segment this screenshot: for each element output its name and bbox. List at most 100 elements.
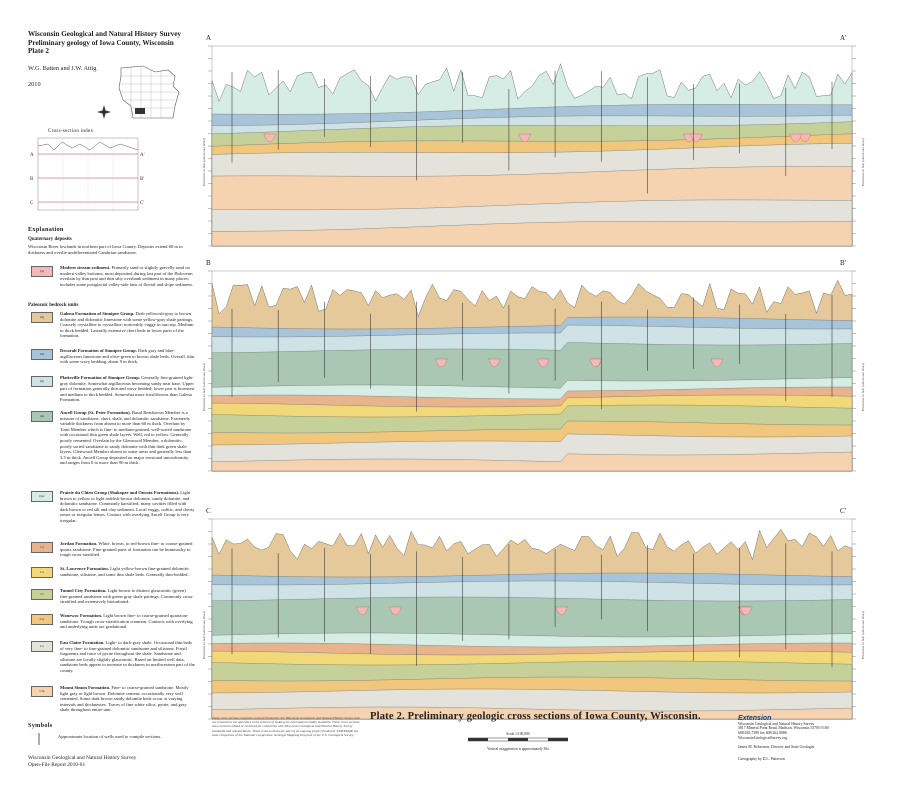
unit-description: Eau Claire Formation. Light- to dark-gra…: [60, 640, 195, 674]
section-label-left: C: [206, 507, 211, 515]
plate-number: Plate 2: [28, 47, 49, 56]
wgnhs-phone: 608/263.7389 fax 608/262.8086: [738, 731, 787, 736]
cartography-credit: Cartography by D.L. Patterson: [738, 757, 785, 761]
section-label-left: B: [206, 259, 211, 267]
cross-section-diagram: Elevation in feet (above sea level) Eleva…: [202, 270, 865, 472]
cross-section-diagram: Elevation in feet (above sea level) Eleva…: [202, 518, 865, 720]
authors: W.G. Batten and J.W. Attig: [28, 64, 97, 72]
year: 2010: [28, 80, 41, 88]
unit-description: Ancell Group (St. Peter Formation). Basa…: [60, 410, 195, 466]
unit-swatch: Ce: [31, 641, 53, 652]
elevation-axis-label-right: Elevation in feet (above sea level): [861, 137, 865, 186]
ofr-line-2: Open-File Report 2010-01: [28, 762, 86, 768]
cross-section-b: B B' Elevation in feet (above sea level) El…: [200, 259, 900, 480]
plate-title: Plate 2. Preliminary geologic cross sect…: [370, 711, 701, 722]
quaternary-heading: Quaternary deposits: [28, 237, 72, 242]
unit-name: Galena Formation of Sinnipee Group.: [60, 311, 135, 316]
unit-name: Wonewoc Formation.: [60, 613, 103, 618]
elevation-axis-label: Elevation in feet (above sea level): [202, 362, 206, 411]
wgnhs-address: 3817 Mineral Point Road, Madison, Wiscon…: [738, 726, 829, 731]
explanation-heading: Explanation: [28, 226, 64, 233]
wgnhs-director: James M. Robertson, Director and State G…: [738, 744, 815, 749]
index-label-b-prime: B': [140, 177, 144, 182]
extension-logo: Extension: [738, 715, 772, 722]
index-label-b: B: [30, 177, 34, 182]
unit-swatch: Cw: [31, 614, 53, 625]
map-title: Preliminary geology of Iowa County, Wisc…: [28, 38, 174, 47]
well-symbol-icon: [38, 733, 40, 745]
unit-text: Light- to dark-gray shale. Occasional th…: [60, 640, 195, 673]
ofr-line-1: Wisconsin Geological and Natural History…: [28, 755, 137, 761]
symbols-block: Symbols Approximate location of wells us…: [28, 722, 193, 745]
unit-description: Decorah Formation of Sinnipee Group. Dar…: [60, 348, 195, 365]
unit-name: Mount Simon Formation.: [60, 685, 111, 690]
unit-swatch: Og: [31, 312, 53, 323]
elevation-axis-label: Elevation in feet (above sea level): [202, 610, 206, 659]
unit-name: Eau Claire Formation.: [60, 640, 105, 645]
unit-swatch: Qa: [31, 266, 53, 277]
unit-name: Tunnel City Formation.: [60, 588, 107, 593]
unit-description: Tunnel City Formation. Light brown to di…: [60, 588, 195, 605]
unit-text: Basal Readstown Member is a mixture of s…: [60, 410, 192, 466]
unit-swatch: Op: [31, 376, 53, 387]
scale-block: Scale 1:100,000 Vertical exaggeration is…: [467, 732, 569, 751]
elevation-axis-label: Elevation in feet (above sea level): [202, 137, 206, 186]
unit-text: Drab yellowish-gray to brown dolomite an…: [60, 311, 194, 339]
unit-name: Platteville Formation of Sinnipee Group.: [60, 375, 140, 380]
section-label-right: B': [840, 259, 846, 267]
unit-text: Fine- to coarse-grained sandstone. Mostl…: [60, 685, 189, 713]
wgnhs-block: Extension Wisconsin Geological and Natur…: [738, 715, 888, 749]
unit-name: Prairie du Chien Group (Shakopee and One…: [60, 490, 180, 495]
index-label-c: C: [30, 201, 34, 206]
cross-section-a: A A' Elevation in feet (above sea level) El…: [200, 34, 900, 255]
unit-description: Prairie du Chien Group (Shakopee and One…: [60, 490, 195, 524]
open-file-report: Wisconsin Geological and Natural History…: [28, 755, 136, 769]
wisconsin-locator-map: [113, 62, 193, 122]
elevation-axis-label-right: Elevation in feet (above sea level): [861, 362, 865, 411]
explanation-block: Explanation Quaternary deposits Wisconsi…: [28, 226, 193, 255]
unit-text: Light yellow-brown fine-grained dolomiti…: [60, 566, 190, 577]
unit-text: Dark gray and blue-argillaceous limeston…: [60, 348, 195, 365]
notes-text: These cross sections represent work perf…: [212, 716, 360, 737]
unit-swatch: Od: [31, 349, 53, 360]
quaternary-text: Wisconsin River lowlands in northern par…: [28, 244, 183, 255]
unit-text: White, brown, to red-brown fine- to coar…: [60, 541, 193, 558]
unit-text: Light brown fine- to coarse-grained quar…: [60, 613, 193, 630]
unit-swatch: Cs: [31, 567, 53, 578]
wgnhs-web: WisconsinGeologicalSurvey.org: [738, 735, 787, 740]
unit-name: Ancell Group (St. Peter Formation).: [60, 410, 131, 415]
wgnhs-name: Wisconsin Geological and Natural History…: [738, 721, 815, 726]
unit-name: Jordan Formation.: [60, 541, 98, 546]
unit-name: Modern stream sediment.: [60, 265, 111, 270]
unit-text: Light brown to distinct glauconitic (gre…: [60, 588, 194, 605]
unit-description: Modern stream sediment. Primarily sand o…: [60, 265, 195, 287]
unit-name: St. Lawrence Formation.: [60, 566, 109, 571]
unit-swatch: Oa: [31, 411, 53, 422]
cross-section-c: C C' Elevation in feet (above sea level) El…: [200, 507, 900, 728]
unit-text: Light brown to yellow to light reddish-b…: [60, 490, 195, 523]
index-label-a-prime: A': [140, 153, 145, 158]
north-arrow-icon: [96, 104, 112, 125]
cross-section-diagram: Elevation in feet (above sea level) Eleva…: [202, 45, 865, 247]
unit-text: Generally fine-grained light-gray dolomi…: [60, 375, 195, 403]
section-label-left: A: [206, 34, 212, 42]
unit-description: Wonewoc Formation. Light brown fine- to …: [60, 613, 195, 630]
unit-swatch: Opc: [31, 491, 53, 502]
unit-swatch: Cm: [31, 686, 53, 697]
header-block: Wisconsin Geological and Natural History…: [28, 30, 193, 88]
section-label-right: C': [840, 507, 846, 515]
unit-description: Galena Formation of Sinnipee Group. Drab…: [60, 311, 195, 339]
scale-bar: [467, 737, 569, 742]
unit-name: Decorah Formation of Sinnipee Group.: [60, 348, 137, 353]
cross-section-index-map: A A' B B' C C': [28, 136, 148, 214]
unit-description: Jordan Formation. White, brown, to red-b…: [60, 541, 195, 558]
unit-description: St. Lawrence Formation. Light yellow-bro…: [60, 566, 195, 577]
index-title: Cross-section index: [48, 129, 94, 134]
unit-description: Mount Simon Formation. Fine- to coarse-g…: [60, 685, 195, 713]
scale-text: Scale 1:100,000: [506, 732, 530, 736]
index-label-a: A: [30, 153, 34, 158]
index-label-c-prime: C': [140, 201, 144, 206]
unit-swatch: Cj: [31, 542, 53, 553]
survey-title: Wisconsin Geological and Natural History…: [28, 30, 182, 38]
symbols-text: Approximate location of wells used to co…: [58, 734, 162, 739]
